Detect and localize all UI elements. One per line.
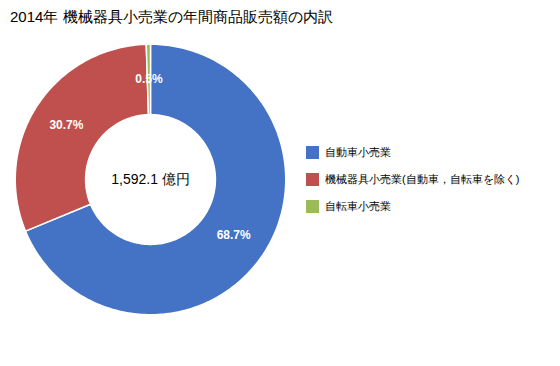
svg-text:0.5%: 0.5% [135,72,163,86]
svg-text:1,592.1 億円: 1,592.1 億円 [111,171,190,187]
html-text:2014年 機械器具小売業の年間商品販売額の内訳: 2014年 機械器具小売業の年間商品販売額の内訳 [10,8,333,25]
html-text:機械器具小売業(自動車，自転車を除く): 機械器具小売業(自動車，自転車を除く) [325,172,520,185]
html-text:自転車小売業: 自転車小売業 [325,199,391,212]
html-text:自動車小売業: 自動車小売業 [325,145,391,158]
svg-text:68.7%: 68.7% [217,228,251,242]
svg-text:30.7%: 30.7% [49,118,83,132]
